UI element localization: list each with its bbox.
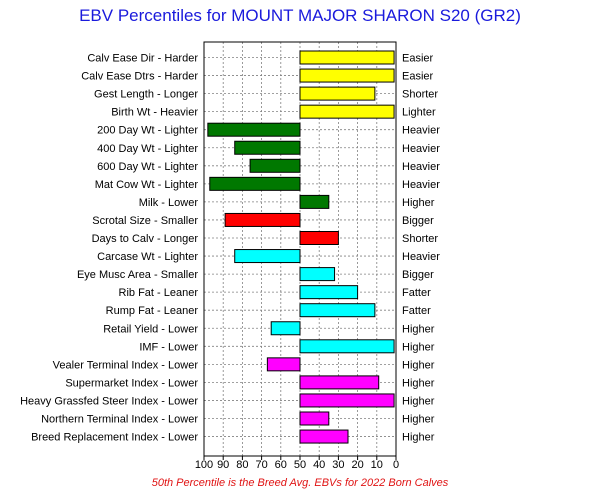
direction-label: Shorter xyxy=(402,233,438,245)
trait-label: Retail Yield - Lower xyxy=(103,323,198,335)
bar xyxy=(299,194,330,209)
trait-label: Days to Calv - Longer xyxy=(92,233,199,245)
x-tick-label: 10 xyxy=(371,459,383,471)
direction-label: Higher xyxy=(402,341,435,353)
trait-label: Calv Ease Dtrs - Harder xyxy=(81,71,198,83)
direction-label: Lighter xyxy=(402,107,436,119)
direction-label: Higher xyxy=(402,414,435,426)
x-tick-label: 90 xyxy=(217,459,229,471)
direction-label: Fatter xyxy=(402,305,431,317)
bar xyxy=(224,212,301,227)
bar xyxy=(299,375,380,390)
direction-label: Fatter xyxy=(402,287,431,299)
bar xyxy=(234,140,301,155)
bar xyxy=(299,267,336,282)
bar xyxy=(299,104,395,119)
trait-label: Eye Musc Area - Smaller xyxy=(77,269,198,281)
trait-label: Breed Replacement Index - Lower xyxy=(31,432,198,444)
trait-label: Vealer Terminal Index - Lower xyxy=(53,359,199,371)
trait-label: Calv Ease Dir - Harder xyxy=(87,53,198,65)
bar xyxy=(299,393,395,408)
direction-label: Heavier xyxy=(402,179,440,191)
chart-title: EBV Percentiles for MOUNT MAJOR SHARON S… xyxy=(79,6,521,25)
direction-label: Bigger xyxy=(402,269,434,281)
trait-label: Rump Fat - Leaner xyxy=(106,305,199,317)
trait-label: Northern Terminal Index - Lower xyxy=(41,414,198,426)
x-tick-label: 80 xyxy=(236,459,248,471)
direction-label: Higher xyxy=(402,323,435,335)
direction-label: Bigger xyxy=(402,215,434,227)
bar xyxy=(209,176,301,191)
bar xyxy=(266,357,301,372)
trait-label: Milk - Lower xyxy=(139,197,199,209)
trait-label: 400 Day Wt - Lighter xyxy=(97,143,198,155)
trait-label: Gest Length - Longer xyxy=(94,89,198,101)
direction-label: Higher xyxy=(402,197,435,209)
direction-label: Easier xyxy=(402,71,434,83)
bar xyxy=(234,249,301,264)
bar xyxy=(299,68,395,83)
direction-label: Easier xyxy=(402,53,434,65)
bar xyxy=(299,86,376,101)
bar xyxy=(207,122,301,137)
trait-label: Supermarket Index - Lower xyxy=(65,377,198,389)
direction-label: Heavier xyxy=(402,251,440,263)
x-tick-label: 0 xyxy=(393,459,399,471)
trait-label: Scrotal Size - Smaller xyxy=(92,215,198,227)
x-tick-label: 50 xyxy=(294,459,306,471)
trait-label: Rib Fat - Leaner xyxy=(119,287,199,299)
x-tick-label: 100 xyxy=(195,459,213,471)
bar xyxy=(299,303,376,318)
x-tick-label: 30 xyxy=(332,459,344,471)
direction-label: Higher xyxy=(402,377,435,389)
direction-label: Higher xyxy=(402,395,435,407)
x-tick-label: 20 xyxy=(351,459,363,471)
trait-label: IMF - Lower xyxy=(139,341,198,353)
bar xyxy=(299,50,395,65)
chart-footnote: 50th Percentile is the Breed Avg. EBVs f… xyxy=(151,477,449,489)
direction-label: Heavier xyxy=(402,161,440,173)
trait-label: 600 Day Wt - Lighter xyxy=(97,161,198,173)
x-tick-label: 40 xyxy=(313,459,325,471)
trait-label: Mat Cow Wt - Lighter xyxy=(95,179,199,191)
bar xyxy=(299,411,330,426)
bar xyxy=(270,321,301,336)
trait-label: Birth Wt - Heavier xyxy=(111,107,198,119)
bar xyxy=(299,285,359,300)
bar xyxy=(299,429,349,444)
direction-label: Heavier xyxy=(402,125,440,137)
bar xyxy=(299,231,339,245)
direction-label: Higher xyxy=(402,432,435,444)
trait-label: Heavy Grassfed Steer Index - Lower xyxy=(20,395,198,407)
x-tick-label: 60 xyxy=(275,459,287,471)
direction-label: Shorter xyxy=(402,89,438,101)
direction-label: Heavier xyxy=(402,143,440,155)
bar xyxy=(249,158,301,173)
x-tick-label: 70 xyxy=(255,459,267,471)
direction-label: Higher xyxy=(402,359,435,371)
trait-label: Carcase Wt - Lighter xyxy=(97,251,198,263)
bar xyxy=(299,339,395,354)
trait-label: 200 Day Wt - Lighter xyxy=(97,125,198,137)
